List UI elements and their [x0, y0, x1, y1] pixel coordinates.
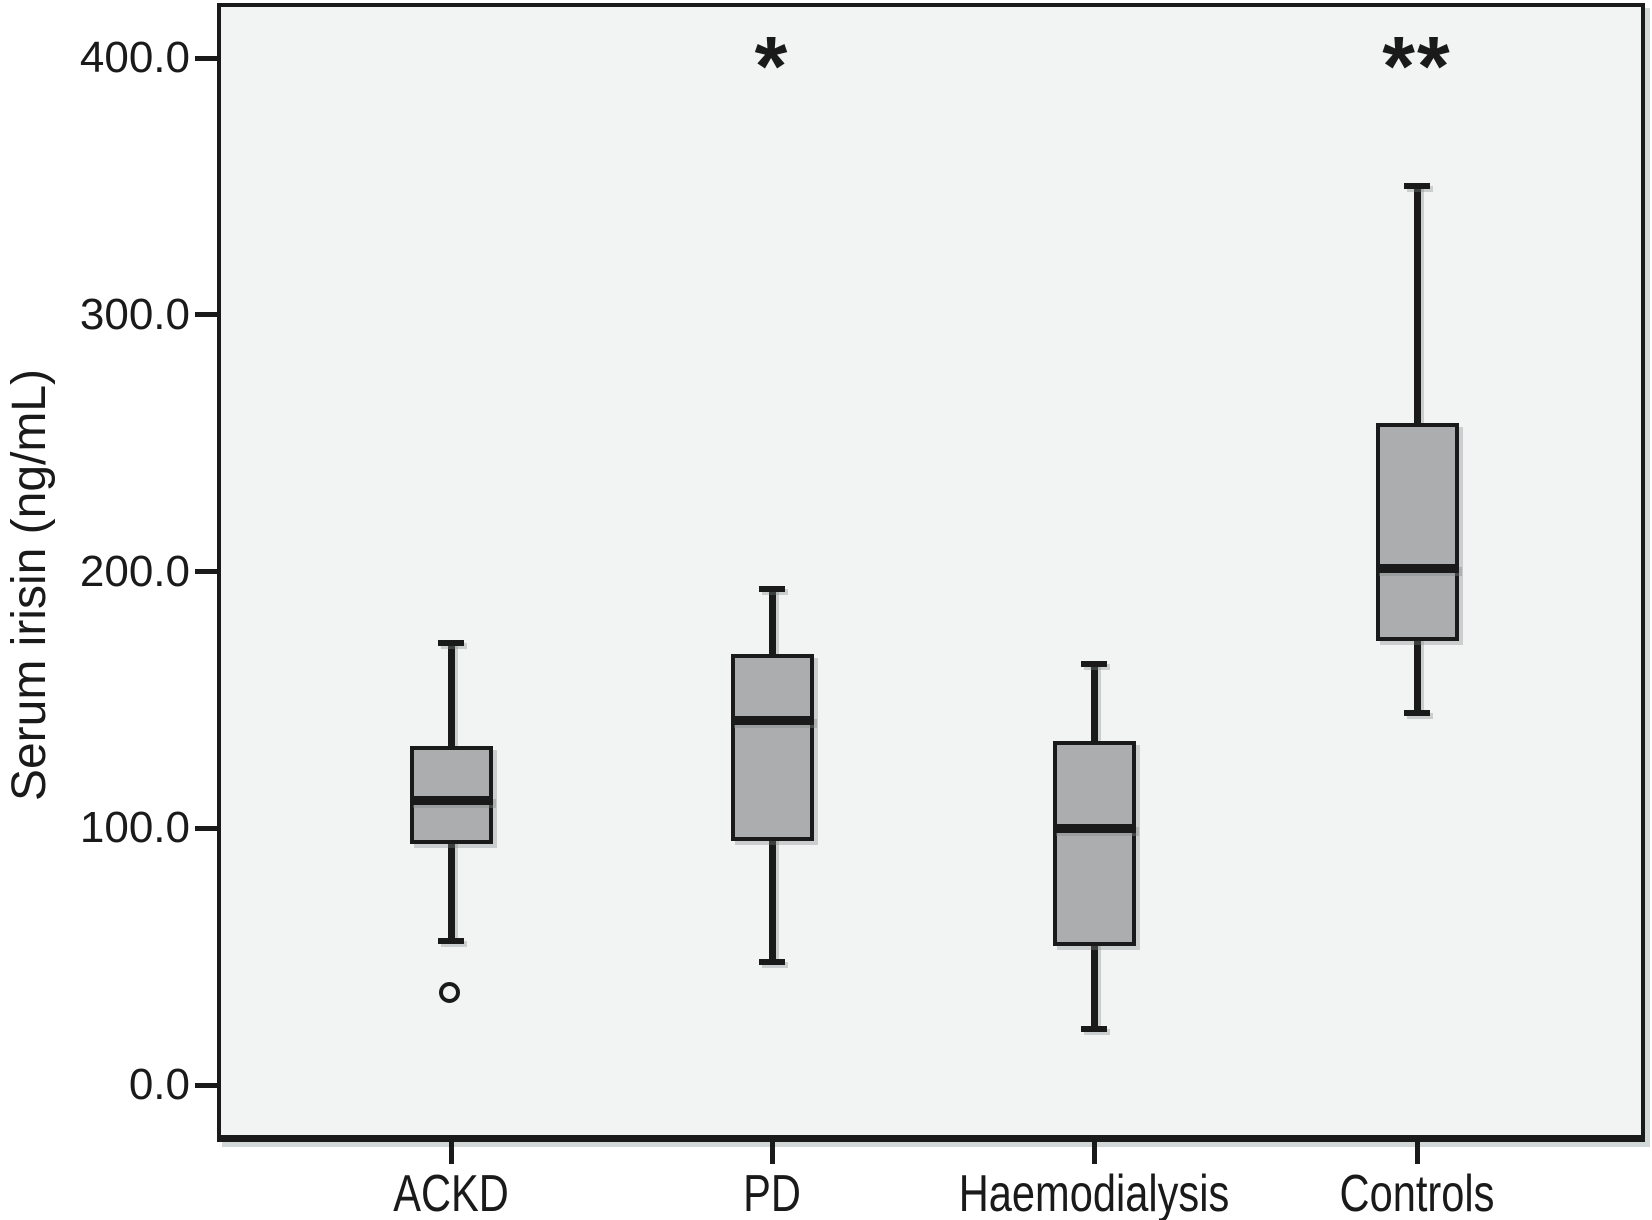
whisker-cap-bottom [759, 958, 785, 965]
whisker-cap-top [1081, 660, 1107, 667]
category-label: PD [743, 1165, 801, 1220]
iqr-box [1375, 422, 1459, 641]
outlier-point [438, 982, 460, 1004]
y-tick-label: 200.0 [79, 546, 190, 596]
y-tick-label: 100.0 [79, 803, 190, 853]
significance-annotation: * [754, 19, 790, 113]
category-label: Haemodialysis [958, 1165, 1230, 1220]
x-tick-mark [1091, 1142, 1097, 1164]
x-tick-mark [769, 1142, 775, 1164]
y-tick-mark [195, 55, 218, 61]
iqr-box [730, 653, 814, 842]
iqr-box [409, 746, 493, 844]
whisker-cap-bottom [1404, 709, 1430, 716]
y-tick-mark [195, 825, 218, 831]
y-tick-label: 400.0 [79, 33, 190, 82]
x-tick-mark [448, 1142, 454, 1164]
median-line [409, 795, 493, 805]
whisker-cap-bottom [1081, 1025, 1107, 1032]
median-line [1375, 564, 1459, 574]
category-label: ACKD [393, 1165, 509, 1220]
whisker-cap-bottom [438, 938, 464, 945]
y-tick-mark [195, 312, 218, 318]
y-tick-label: 300.0 [79, 289, 190, 339]
whisker-cap-top [1404, 183, 1430, 190]
y-tick-mark [195, 569, 218, 574]
category-label: Controls [1339, 1165, 1495, 1220]
median-line [1052, 823, 1136, 833]
x-tick-mark [1414, 1142, 1420, 1164]
iqr-box [1052, 740, 1136, 947]
y-tick-mark [195, 1082, 218, 1088]
whisker-cap-top [438, 640, 464, 647]
whisker-cap-top [759, 586, 785, 593]
y-tick-label: 0.0 [128, 1060, 190, 1109]
median-line [730, 715, 814, 725]
significance-annotation: ** [1382, 19, 1452, 113]
